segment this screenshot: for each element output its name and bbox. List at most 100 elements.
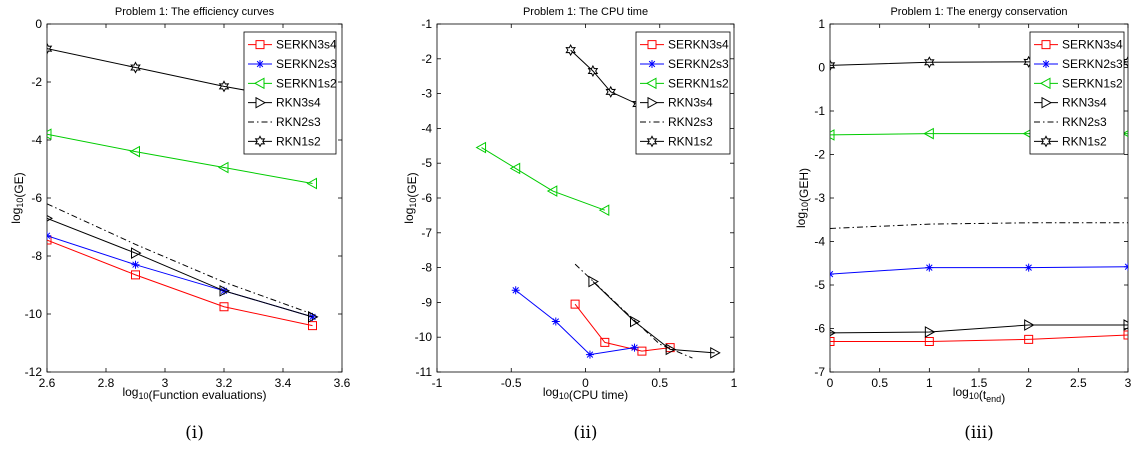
legend: SERKN3s4 SERKN2s3 SERKN1s2 RKN3s4 RKN2s3 RKN1…	[635, 31, 731, 155]
data-point-SERKN3s4	[1123, 330, 1128, 340]
series-line-SERKN3s4	[574, 303, 671, 352]
y-tick-label: -2	[421, 52, 432, 66]
data-point-SERKN1s2	[923, 127, 934, 140]
panel-3: 0 0.5 1 1.5 2 2.5 3-7-6-5-4-3-2-101SERKN3s4SER…	[794, 6, 1132, 443]
data-point-RKN3s4	[630, 315, 641, 328]
data-point-RKN1s2	[924, 56, 935, 69]
y-tick-label: -6	[31, 191, 42, 205]
x-tick-label: -0.5	[501, 376, 522, 390]
data-point-SERKN2s3	[511, 286, 520, 295]
x-axis-label: log10(CPU time)	[543, 385, 628, 402]
y-tick-label: -2	[31, 75, 42, 89]
legend-entry-label: RKN3s4	[1062, 96, 1107, 110]
legend-marker-RKN1s2	[1040, 135, 1052, 148]
y-axis-label: log10(GE)	[402, 172, 419, 223]
panel-caption: (iii)	[964, 423, 994, 443]
legend-entry-label: SERKN3s4	[1062, 38, 1123, 52]
data-point-SERKN1s2	[129, 145, 140, 158]
x-tick-label: 2.8	[98, 376, 115, 390]
legend-marker-SERKN3s4	[1041, 40, 1051, 50]
y-tick-label: -11	[416, 365, 433, 379]
data-point-SERKN2s3	[47, 231, 51, 240]
legend-entry-label: SERKN3s4	[668, 38, 729, 52]
y-tick-label: -4	[814, 235, 825, 249]
legend-box	[1029, 31, 1125, 155]
legend-box	[635, 31, 731, 155]
data-point-SERKN3s4	[924, 337, 934, 347]
y-tick-label: -2	[814, 148, 825, 162]
series-line-SERKN3s4	[47, 239, 313, 327]
legend: SERKN3s4 SERKN2s3 SERKN1s2 RKN3s4 RKN2s3 RKN1…	[1029, 31, 1125, 155]
x-axis-label: log10(Function evaluations)	[122, 385, 266, 402]
x-tick-label: 1.5	[971, 376, 988, 390]
series-line-RKN2s3	[830, 222, 1128, 229]
panel-1: 2.6 2.8 3 3.2 3.4 3.6-12-10-8-6-4-20SERKN3s4S…	[9, 6, 351, 443]
data-point-RKN1s2	[830, 59, 836, 72]
legend-marker-RKN3s4	[255, 96, 267, 109]
legend-marker-SERKN1s2	[645, 77, 657, 90]
data-point-RKN3s4	[47, 214, 54, 222]
data-point-RKN3s4	[665, 343, 677, 356]
legend-entry-label: RKN2s3	[668, 115, 713, 129]
series-line-RKN3s4	[592, 281, 715, 354]
series-line-SERKN2s3	[515, 289, 635, 356]
y-tick-label: -1	[814, 104, 825, 118]
data-point-RKN3s4	[131, 247, 142, 259]
data-point-SERKN1s2	[217, 161, 229, 174]
series-line-SERKN2s3	[830, 266, 1128, 275]
y-tick-label: -5	[421, 156, 432, 170]
legend-entry-label: SERKN2s3	[668, 57, 729, 71]
legend-marker-SERKN1s2	[1039, 77, 1051, 90]
y-tick-label: -12	[25, 365, 43, 379]
x-tick-label: 3	[162, 376, 169, 390]
series-line-RKN1s2	[570, 49, 638, 105]
data-point-SERKN2s3	[1024, 263, 1033, 272]
data-point-RKN1s2	[47, 42, 53, 55]
data-point-RKN3s4	[924, 326, 936, 338]
series-group	[475, 44, 721, 359]
data-point-SERKN3s4	[600, 337, 610, 347]
data-point-RKN3s4	[588, 275, 599, 288]
panel-caption: (i)	[185, 423, 204, 443]
y-tick-label: -7	[421, 226, 432, 240]
data-point-RKN3s4	[1123, 319, 1128, 331]
series-line-RKN2s3	[574, 263, 693, 359]
data-point-SERKN3s4	[1024, 334, 1034, 344]
panel-caption: (ii)	[573, 423, 597, 443]
y-tick-label: -1	[421, 17, 432, 31]
data-point-RKN1s2	[587, 64, 599, 78]
legend-marker-SERKN2s3	[256, 60, 264, 68]
data-point-SERKN2s3	[585, 350, 594, 359]
data-point-SERKN3s4	[219, 302, 229, 312]
legend-entry-label: SERKN1s2	[668, 76, 729, 90]
x-tick-label: 1	[731, 376, 738, 390]
x-tick-label: 3.4	[275, 376, 292, 390]
x-tick-label: 3.2	[216, 376, 233, 390]
data-point-SERKN2s3	[925, 263, 934, 272]
data-point-SERKN1s2	[47, 128, 52, 141]
data-point-RKN1s2	[605, 85, 617, 98]
data-point-SERKN2s3	[830, 270, 834, 279]
y-tick-label: -3	[421, 87, 432, 101]
legend-marker-RKN1s2	[646, 135, 658, 148]
data-point-SERKN3s4	[637, 346, 647, 356]
data-point-RKN3s4	[219, 284, 231, 297]
x-tick-label: 0	[827, 376, 834, 390]
legend-entry-label: SERKN1s2	[1062, 76, 1123, 90]
chart-title: Problem 1: The CPU time	[523, 6, 648, 18]
legend-entry-label: SERKN1s2	[276, 76, 337, 90]
y-tick-label: -10	[25, 307, 43, 321]
panel-2: -1 -0.5 0 0.5 1 -11 -10 -9 -8 -7 -6 -5 -4 -3 -2 -1 SERKN…	[402, 6, 738, 443]
data-point-SERKN1s2	[598, 204, 610, 217]
data-point-SERKN2s3	[1124, 262, 1128, 271]
data-point-RKN3s4	[710, 347, 721, 359]
chart-title: Problem 1: The efficiency curves	[115, 6, 275, 18]
data-point-RKN3s4	[308, 311, 319, 323]
legend-entry-label: SERKN2s3	[276, 57, 337, 71]
data-point-SERKN3s4	[830, 337, 835, 347]
legend-entry-label: RKN1s2	[1062, 134, 1107, 148]
x-tick-label: 0.5	[651, 376, 668, 390]
y-tick-label: -6	[814, 322, 825, 336]
data-point-SERKN3s4	[131, 270, 140, 280]
